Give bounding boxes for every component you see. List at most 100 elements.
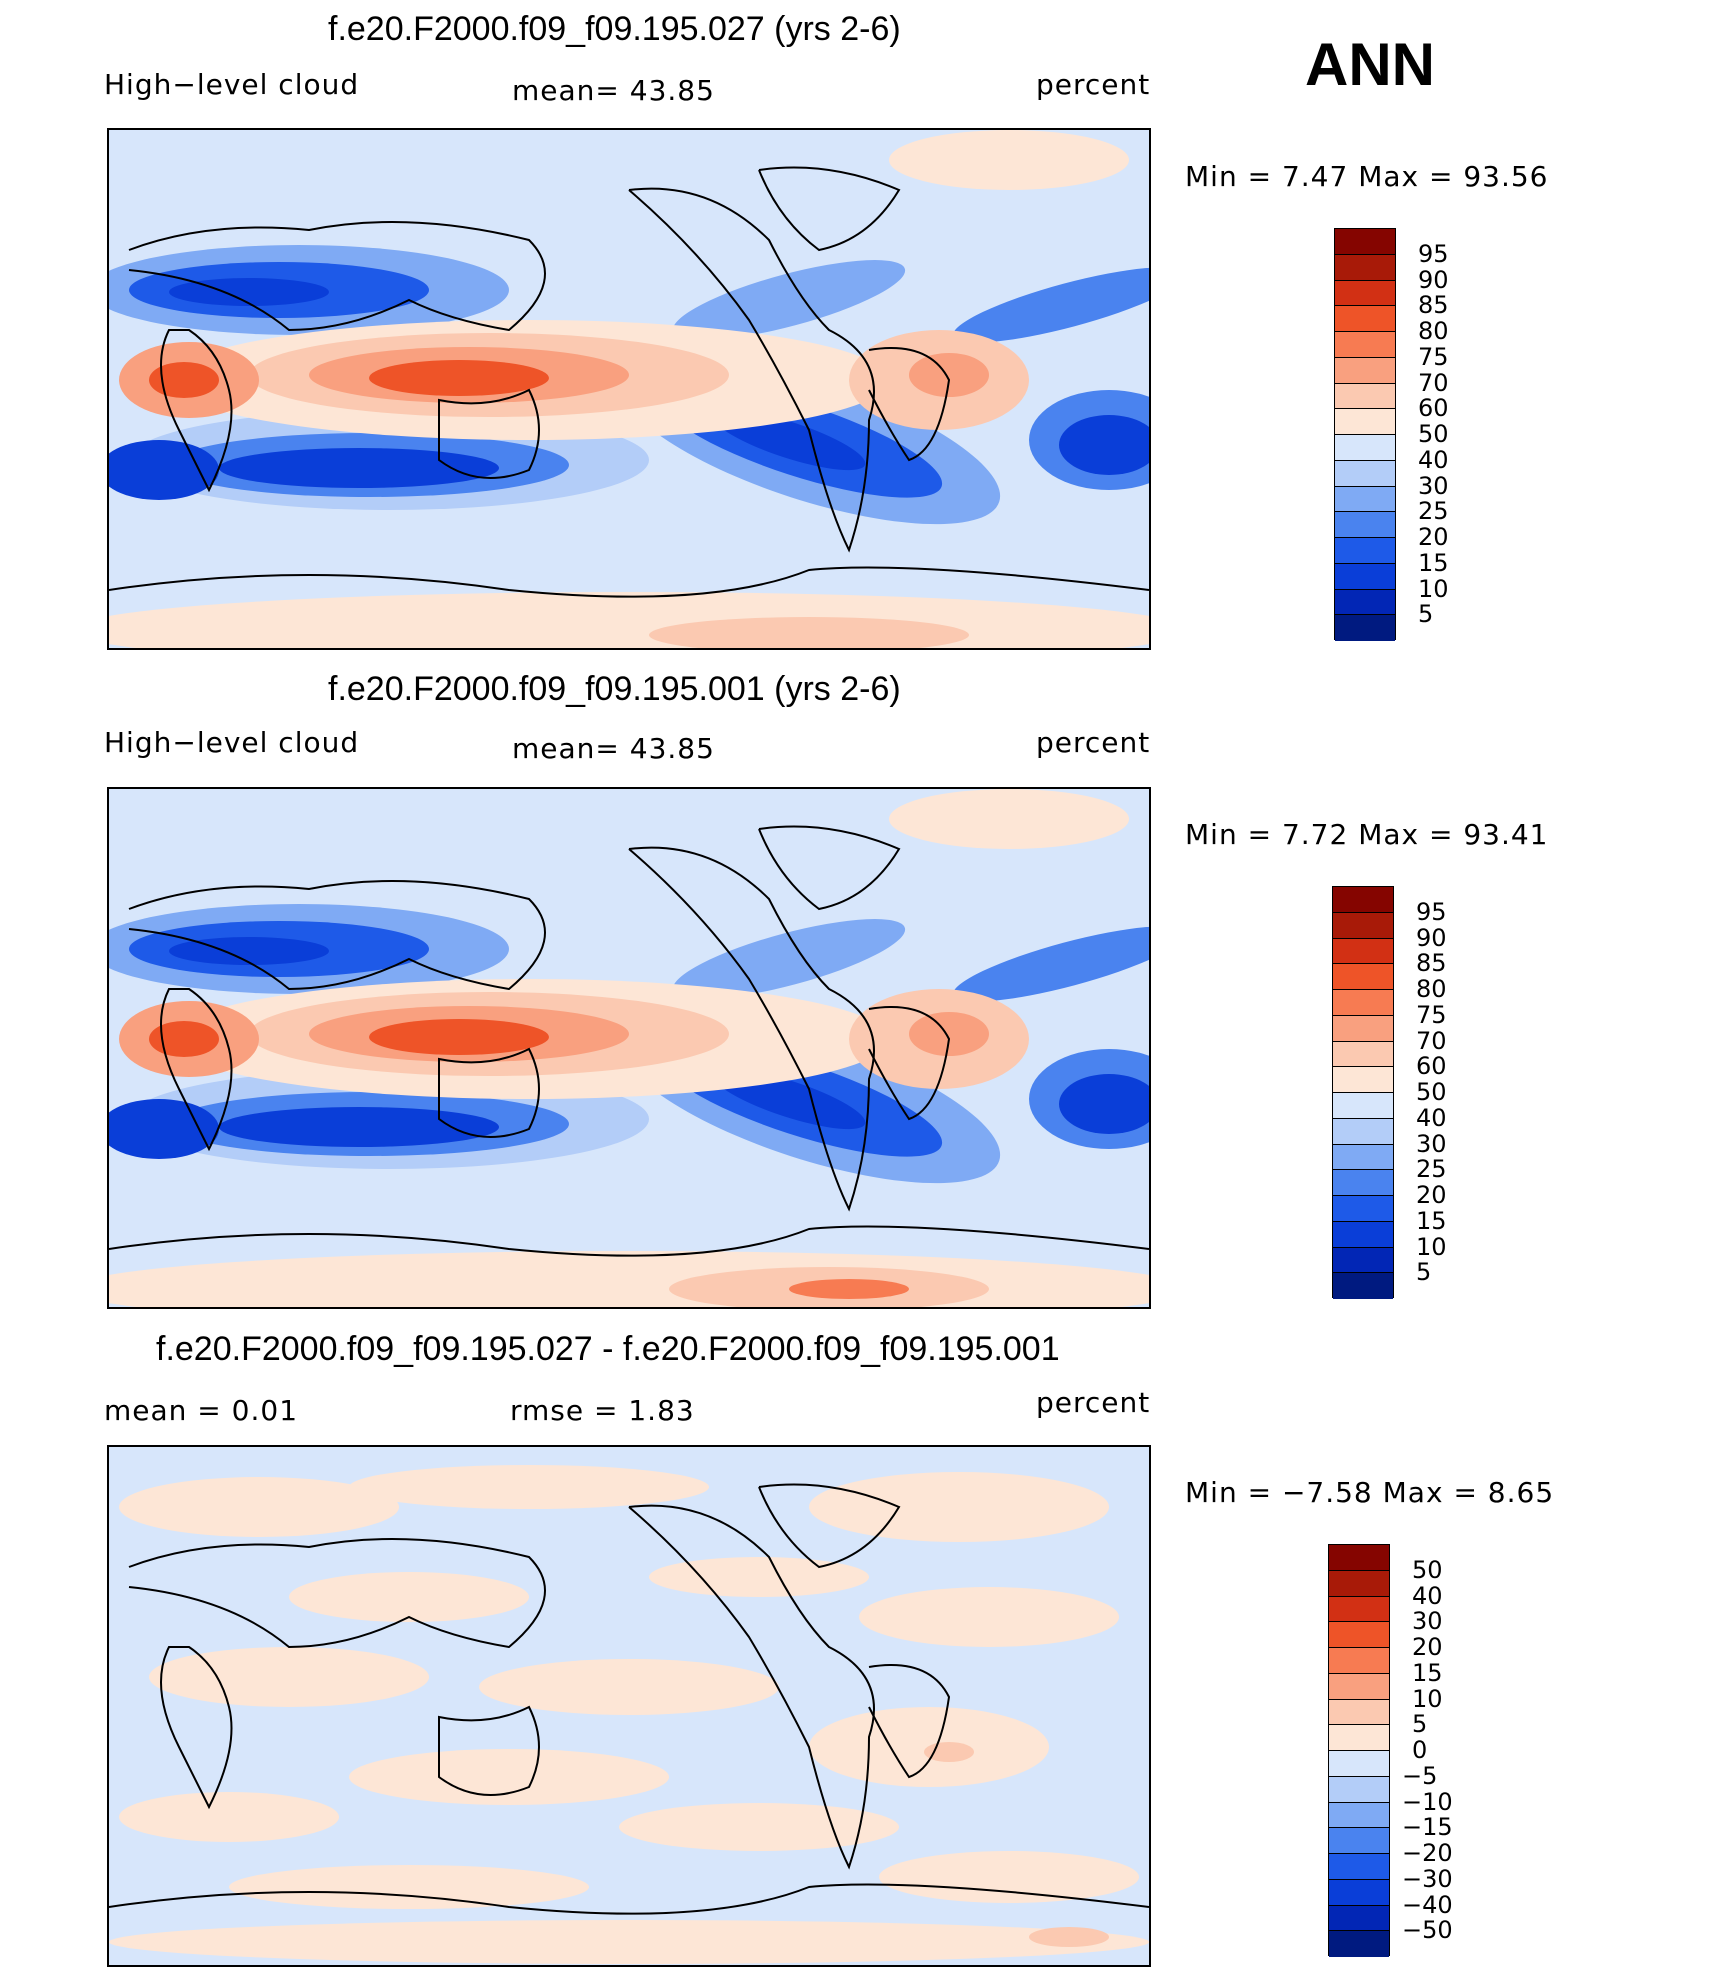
colorbar-swatch [1333, 990, 1393, 1016]
colorbar-tick-label: 30 [1416, 1129, 1447, 1158]
colorbar-tick-label: 30 [1418, 471, 1449, 500]
colorbar-swatch [1333, 1067, 1393, 1093]
colorbar-tick-label: 25 [1418, 497, 1449, 526]
colorbar-swatch [1329, 1905, 1389, 1932]
panel-2-field-label: High−level cloud [104, 726, 360, 759]
colorbar-tick-label: 15 [1416, 1206, 1447, 1235]
colorbar-swatch [1329, 1931, 1389, 1957]
colorbar-tick-label: 5 [1418, 600, 1434, 629]
colorbar-tick-label: 40 [1412, 1581, 1443, 1610]
colorbar-tick-label: 50 [1416, 1078, 1447, 1106]
colorbar-swatch [1329, 1879, 1389, 1906]
panel-1-units-label: percent [1036, 68, 1151, 101]
colorbar-tick-label: 90 [1418, 265, 1449, 294]
colorbar-swatch [1329, 1673, 1389, 1700]
colorbar-tick-label: 75 [1416, 1000, 1447, 1029]
colorbar-swatch [1335, 486, 1395, 513]
colorbar-tick-label: 85 [1416, 949, 1447, 978]
colorbar-swatch [1333, 1144, 1393, 1171]
colorbar-tick-label: −15 [1402, 1813, 1453, 1842]
colorbar-swatch [1333, 964, 1393, 990]
season-label: ANN [1305, 31, 1435, 98]
colorbar-swatch [1329, 1828, 1389, 1854]
colorbar-tick-label: −20 [1402, 1839, 1453, 1867]
colorbar-swatch [1333, 1041, 1393, 1068]
colorbar-tick-label: 15 [1412, 1658, 1443, 1687]
colorbar-swatch [1333, 1196, 1393, 1222]
panel-2-map-svg [109, 789, 1149, 1307]
colorbar-swatch [1335, 280, 1395, 307]
colorbar-tick-label: −5 [1402, 1761, 1438, 1790]
colorbar-tick-label: 60 [1416, 1052, 1447, 1081]
colorbar-swatch [1329, 1699, 1389, 1726]
colorbar-swatch [1335, 435, 1395, 461]
colorbar-swatch [1329, 1570, 1389, 1597]
colorbar-tick-label: 0 [1412, 1736, 1428, 1764]
colorbar-swatch [1333, 1273, 1393, 1299]
colorbar-tick-label: −40 [1402, 1890, 1453, 1919]
panel-3-title: f.e20.F2000.f09_f09.195.027 - f.e20.F200… [156, 1330, 1060, 1368]
colorbar-tick-label: 25 [1416, 1155, 1447, 1184]
panel-2-units-label: percent [1036, 726, 1151, 759]
colorbar-tick-label: 15 [1418, 548, 1449, 577]
colorbar-swatch [1333, 887, 1393, 913]
panel-2-minmax: Min = 7.72 Max = 93.41 [1185, 818, 1549, 851]
colorbar-tick-label: 95 [1416, 897, 1447, 926]
panel-3-mean-label: mean = 0.01 [104, 1394, 299, 1427]
colorbar-swatch [1329, 1622, 1389, 1648]
colorbar-swatch [1333, 1015, 1393, 1042]
colorbar-swatch [1333, 912, 1393, 939]
colorbar-swatch [1329, 1854, 1389, 1880]
colorbar-tick-label: 85 [1418, 291, 1449, 320]
colorbar-tick-label: −50 [1402, 1916, 1453, 1945]
panel-1-field-label: High−level cloud [104, 68, 360, 101]
colorbar-tick-label: 80 [1416, 975, 1447, 1003]
colorbar-swatch [1329, 1725, 1389, 1751]
colorbar-tick-label: 20 [1412, 1633, 1443, 1661]
colorbar-tick-label: 50 [1418, 420, 1449, 448]
colorbar-swatch [1335, 615, 1395, 641]
colorbar-tick-label: 30 [1412, 1607, 1443, 1636]
colorbar-tick-label: 20 [1416, 1181, 1447, 1209]
colorbar-swatch [1329, 1545, 1389, 1571]
colorbar-swatch [1329, 1648, 1389, 1674]
colorbar-tick-label: 70 [1418, 368, 1449, 397]
panel-2-map [107, 787, 1151, 1309]
colorbar-swatch [1329, 1802, 1389, 1829]
colorbar-tick-label: 5 [1416, 1258, 1432, 1287]
panel-1-minmax: Min = 7.47 Max = 93.56 [1185, 160, 1549, 193]
colorbar-swatch [1329, 1751, 1389, 1777]
colorbar-swatch [1329, 1596, 1389, 1623]
colorbar-tick-label: 10 [1412, 1684, 1443, 1713]
colorbar-swatch [1333, 1247, 1393, 1274]
panel-1-colorbar-swatches [1334, 228, 1396, 641]
colorbar-tick-label: 50 [1412, 1555, 1443, 1584]
colorbar-tick-label: 90 [1416, 923, 1447, 952]
colorbar-tick-label: 40 [1418, 445, 1449, 474]
colorbar-tick-label: −30 [1402, 1864, 1453, 1893]
colorbar-tick-label: 80 [1418, 317, 1449, 345]
colorbar-tick-label: 70 [1416, 1026, 1447, 1055]
colorbar-tick-label: 10 [1416, 1232, 1447, 1261]
colorbar-swatch [1335, 409, 1395, 435]
panel-2-title: f.e20.F2000.f09_f09.195.001 (yrs 2-6) [328, 670, 901, 708]
panel-2-colorbar-swatches [1332, 886, 1394, 1299]
panel-1-map-svg [109, 130, 1149, 648]
colorbar-swatch [1335, 357, 1395, 384]
colorbar-tick-label: 40 [1416, 1103, 1447, 1132]
panel-1-mean-label: mean= 43.85 [512, 74, 715, 107]
colorbar-swatch [1335, 512, 1395, 538]
panel-2-mean-label: mean= 43.85 [512, 732, 715, 765]
colorbar-tick-label: 60 [1418, 394, 1449, 423]
colorbar-swatch [1335, 229, 1395, 255]
colorbar-tick-label: 20 [1418, 523, 1449, 551]
colorbar-swatch [1335, 460, 1395, 487]
colorbar-swatch [1335, 563, 1395, 590]
colorbar-swatch [1335, 332, 1395, 358]
panel-3-minmax: Min = −7.58 Max = 8.65 [1185, 1476, 1555, 1509]
panel-1-map [107, 128, 1151, 650]
colorbar-swatch [1335, 538, 1395, 564]
colorbar-tick-label: 95 [1418, 239, 1449, 268]
panel-3-units-label: percent [1036, 1386, 1151, 1419]
colorbar-swatch [1335, 383, 1395, 410]
